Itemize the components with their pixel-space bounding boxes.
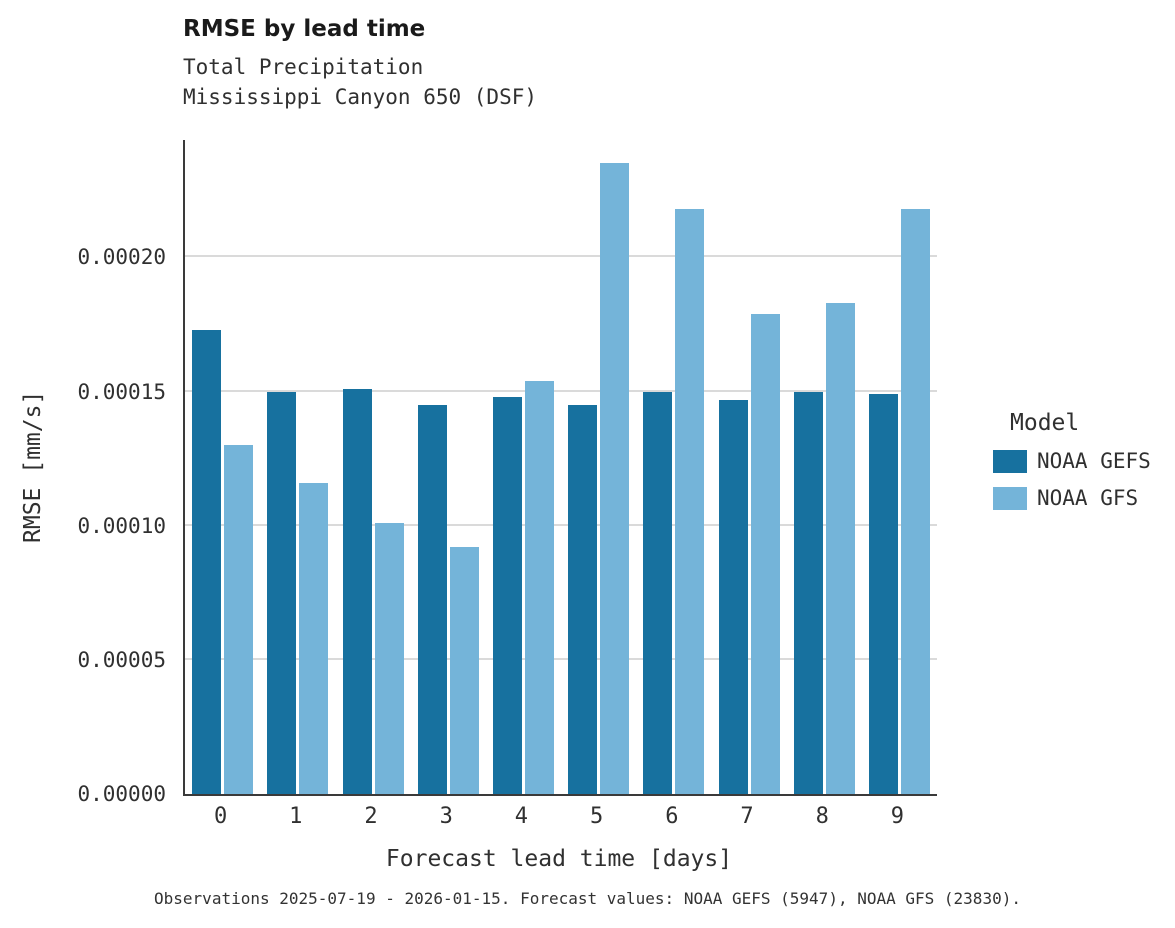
x-tick-label: 4 [514, 804, 529, 829]
x-tick-label: 6 [665, 804, 679, 829]
legend-entry-noaa-gefs: NOAA GEFS [993, 449, 1151, 473]
legend-title: Model [1010, 410, 1080, 436]
y-tick-label: 0.00000 [77, 782, 166, 806]
bar-noaa-gefs [342, 389, 372, 794]
chart-title: RMSE by lead time [183, 16, 426, 42]
x-tick-label: 9 [890, 804, 905, 829]
x-tick-label: 2 [364, 804, 378, 829]
legend-swatch [993, 486, 1027, 510]
gridline [185, 255, 937, 257]
bar-group [260, 392, 335, 794]
bar-group [862, 209, 937, 794]
bar-noaa-gefs [643, 392, 673, 794]
bar-noaa-gefs [718, 400, 748, 794]
bar-noaa-gfs [299, 483, 329, 794]
bar-group [185, 330, 260, 794]
bar-group [636, 209, 711, 794]
y-axis-title: RMSE [mm/s] [20, 390, 46, 544]
x-tick-label: 8 [815, 804, 829, 829]
gridline [185, 658, 937, 660]
bar-noaa-gefs [417, 405, 447, 794]
legend-entry-noaa-gfs: NOAA GFS [993, 486, 1151, 510]
legend: Model NOAA GEFS NOAA GFS [993, 410, 1151, 510]
x-tick-label: 5 [589, 804, 604, 829]
plot-area [183, 140, 937, 796]
chart-header: RMSE by lead time Total Precipitation Mi… [183, 16, 537, 112]
legend-swatch [993, 449, 1027, 473]
chart-subtitle-line1: Total Precipitation [183, 55, 424, 79]
x-tick-label: 3 [439, 804, 453, 829]
bar-noaa-gefs [868, 394, 898, 794]
x-tick-label: 0 [213, 804, 228, 829]
chart-subtitle-line2: Mississippi Canyon 650 (DSF) [183, 85, 538, 109]
x-tick-label: 7 [740, 804, 754, 829]
legend-entry-label: NOAA GFS [1037, 486, 1139, 510]
bar-noaa-gfs [449, 547, 479, 794]
x-axis-title: Forecast lead time [days] [385, 846, 733, 872]
bar-groups [185, 140, 937, 794]
bar-noaa-gefs [793, 392, 823, 794]
bar-noaa-gfs [675, 209, 705, 794]
y-tick-label: 0.00005 [77, 648, 166, 672]
bar-group [711, 314, 786, 794]
y-tick-label: 0.00020 [77, 245, 166, 269]
legend-entry-label: NOAA GEFS [1037, 449, 1151, 473]
y-tick-label: 0.00015 [77, 380, 166, 404]
bar-group [335, 389, 410, 794]
x-tick-label: 1 [289, 804, 303, 829]
bar-group [411, 405, 486, 794]
gridline [185, 524, 937, 526]
bar-noaa-gfs [825, 303, 855, 794]
bar-noaa-gefs [568, 405, 598, 794]
bar-noaa-gfs [900, 209, 930, 794]
caption: Observations 2025-07-19 - 2026-01-15. Fo… [154, 889, 1021, 908]
bar-noaa-gfs [224, 445, 254, 794]
bar-noaa-gfs [374, 523, 404, 794]
x-tick-labels: 0 1 2 3 4 5 6 7 8 9 [183, 804, 935, 829]
y-tick-labels: 0.00000 0.00005 0.00010 0.00015 0.00020 [50, 140, 174, 806]
gridline [185, 390, 937, 392]
bar-group [561, 163, 636, 794]
bar-group [787, 303, 862, 794]
bar-group [486, 381, 561, 794]
bar-noaa-gfs [524, 381, 554, 794]
bar-noaa-gfs [600, 163, 630, 794]
bar-noaa-gefs [492, 397, 522, 794]
bar-noaa-gefs [192, 330, 222, 794]
bar-noaa-gefs [267, 392, 297, 794]
y-tick-label: 0.00010 [77, 514, 166, 538]
bar-noaa-gfs [750, 314, 780, 794]
